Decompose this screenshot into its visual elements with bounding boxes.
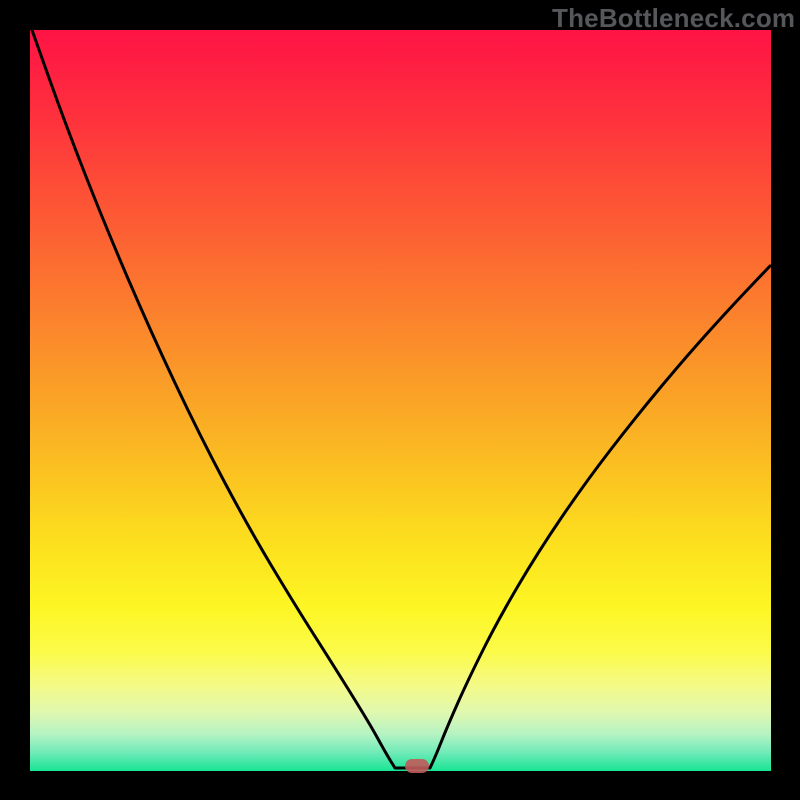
plot-background <box>30 30 771 771</box>
chart-frame: TheBottleneck.com <box>0 0 800 800</box>
optimal-point-marker <box>405 759 429 773</box>
watermark-text: TheBottleneck.com <box>552 3 795 34</box>
bottleneck-chart-svg <box>0 0 800 800</box>
